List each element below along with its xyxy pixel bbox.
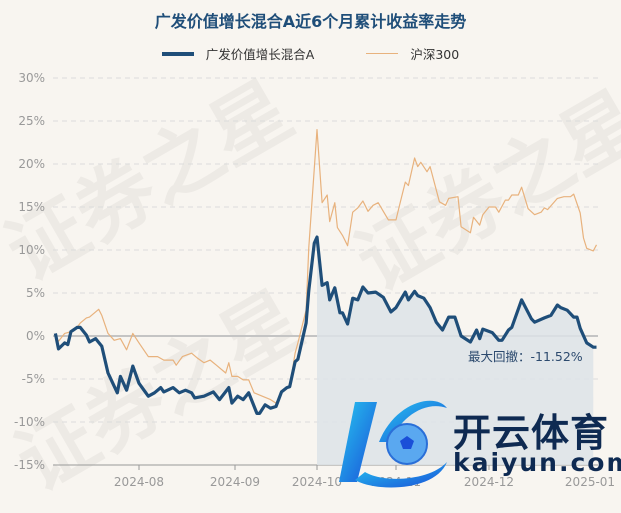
y-tick-label: 20% [18, 157, 45, 171]
y-tick-label: -5% [22, 372, 45, 386]
y-tick-label: -10% [14, 415, 45, 429]
y-tick-label: 0% [26, 329, 45, 343]
max-drawdown-label: 最大回撤： [468, 349, 531, 364]
x-tick-label: 2024-09 [210, 475, 260, 489]
y-tick-label: 5% [26, 286, 45, 300]
logo-text-en: kaiyun.com [453, 448, 621, 477]
max-drawdown-annotation: 最大回撤：-11.52% [468, 346, 583, 365]
logo-k-ball-icon [335, 392, 455, 492]
y-tick-label: 30% [18, 71, 45, 85]
y-tick-label: -15% [14, 458, 45, 472]
y-tick-label: 10% [18, 243, 45, 257]
kaiyun-logo: 开云体育 kaiyun.com [335, 392, 615, 492]
y-tick-label: 25% [18, 114, 45, 128]
y-tick-label: 15% [18, 200, 45, 214]
max-drawdown-value: -11.52% [531, 349, 583, 364]
x-tick-label: 2024-08 [114, 475, 164, 489]
